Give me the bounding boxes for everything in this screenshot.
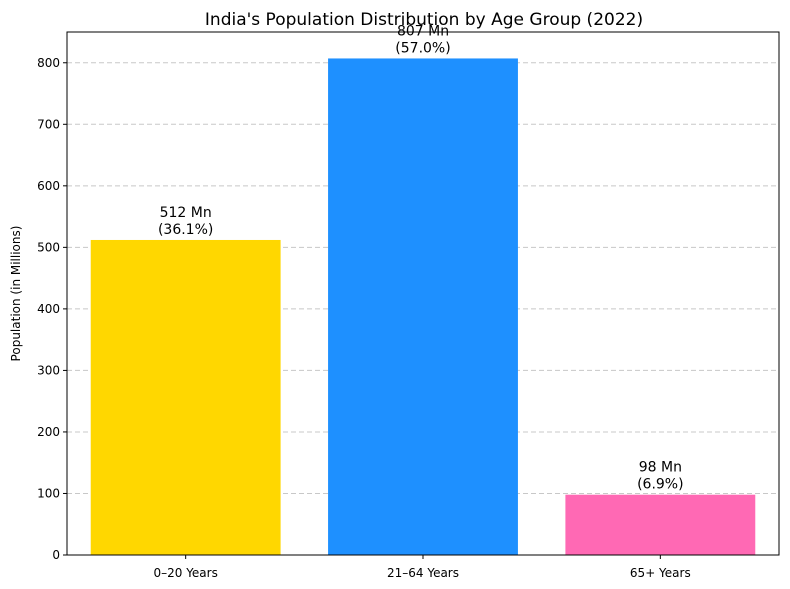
bar-value-label: 807 Mn xyxy=(397,23,449,39)
bars xyxy=(90,58,756,556)
y-tick-label: 600 xyxy=(37,179,60,193)
bar-percent-label: (57.0%) xyxy=(395,40,450,56)
bar-1 xyxy=(90,239,281,555)
x-tick-label: 0–20 Years xyxy=(153,566,217,580)
x-tick-label: 65+ Years xyxy=(630,566,691,580)
y-tick-label: 0 xyxy=(52,548,60,562)
y-tick-label: 800 xyxy=(37,56,60,70)
x-axis: 0–20 Years 21–64 Years 65+ Years xyxy=(153,555,691,580)
bar-labels: 512 Mn(36.1%) 807 Mn(57.0%) 98 Mn(6.9%) xyxy=(158,23,684,492)
bar-percent-label: (6.9%) xyxy=(637,477,684,493)
bar-percent-label: (36.1%) xyxy=(158,222,213,238)
bar-3 xyxy=(565,494,756,555)
x-tick-label: 21–64 Years xyxy=(387,566,459,580)
plot-frame xyxy=(66,31,780,556)
y-tick-label: 700 xyxy=(37,117,60,131)
bar-value-label: 512 Mn xyxy=(160,205,212,221)
chart-title: India's Population Distribution by Age G… xyxy=(205,10,643,30)
y-tick-label: 200 xyxy=(37,425,60,439)
y-axis: 0 100 200 300 400 500 600 700 800 xyxy=(37,56,67,562)
y-tick-label: 300 xyxy=(37,363,60,377)
y-axis-label: Population (in Millions) xyxy=(9,226,23,362)
y-tick-label: 500 xyxy=(37,240,60,254)
bar-value-label: 98 Mn xyxy=(639,460,682,476)
bar-2 xyxy=(328,58,518,556)
y-tick-label: 100 xyxy=(37,486,60,500)
y-tick-label: 400 xyxy=(37,302,60,316)
